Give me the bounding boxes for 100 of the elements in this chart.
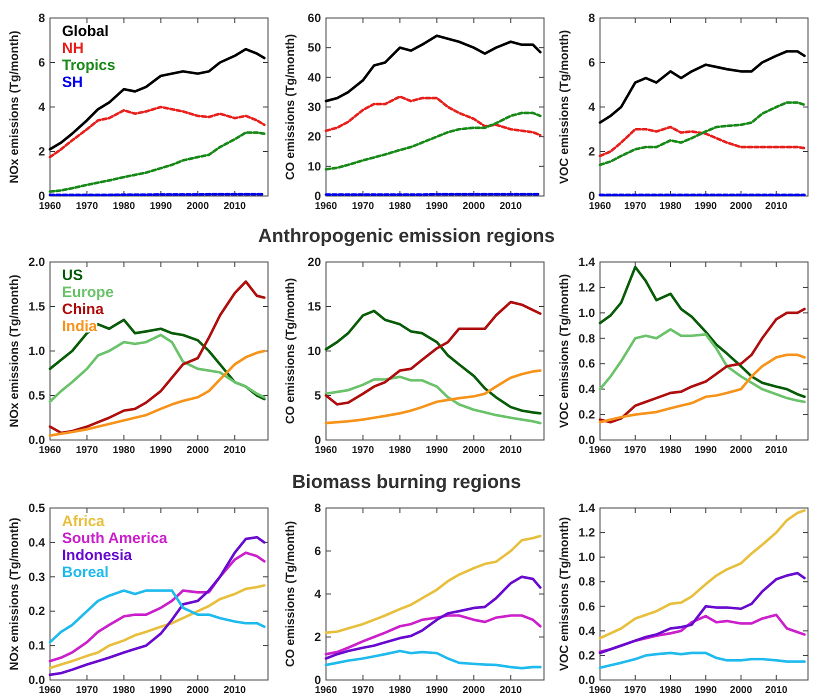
x-tick-label: 2010 bbox=[224, 201, 246, 212]
line-series bbox=[324, 112, 542, 171]
x-tick-label: 1960 bbox=[38, 445, 62, 456]
y-tick-label: 0 bbox=[314, 433, 322, 447]
x-tick-label: 2010 bbox=[500, 685, 522, 696]
y-tick-label: 20 bbox=[308, 130, 322, 144]
x-tick-label: 2010 bbox=[224, 685, 246, 696]
x-tick-label: 2000 bbox=[730, 685, 753, 696]
x-tick-label: 1990 bbox=[694, 445, 718, 456]
y-tick-label: 10 bbox=[308, 159, 322, 174]
text: Tropics bbox=[62, 57, 116, 74]
line-series bbox=[48, 106, 266, 158]
line-series bbox=[598, 572, 806, 654]
line-series bbox=[48, 350, 266, 437]
line-series bbox=[324, 650, 542, 670]
series-label: Boreal bbox=[62, 564, 109, 581]
y-tick-label: 0.4 bbox=[578, 624, 596, 638]
x-tick-label: 1980 bbox=[659, 445, 682, 456]
y-tick-label: 0 bbox=[314, 189, 322, 203]
text: US bbox=[62, 267, 83, 284]
x-tick-label: 1960 bbox=[588, 685, 612, 696]
text: SH bbox=[62, 74, 83, 91]
line-series bbox=[598, 652, 806, 670]
text: Europe bbox=[62, 284, 114, 301]
y-tick-label: 8 bbox=[38, 11, 46, 25]
x-tick-label: 1970 bbox=[624, 445, 647, 456]
x-tick-label: 2000 bbox=[462, 201, 486, 212]
line-series bbox=[48, 584, 266, 670]
x-tick-label: 2010 bbox=[765, 685, 788, 696]
x-tick-label: 1990 bbox=[150, 445, 172, 456]
y-axis-title: VOC emissions (Tg/month) bbox=[557, 274, 571, 428]
y-tick-label: 4 bbox=[314, 587, 322, 601]
line-series bbox=[598, 126, 806, 158]
y-tick-label: 4 bbox=[588, 100, 596, 114]
x-tick-label: 1980 bbox=[112, 201, 136, 212]
x-tick-label: 2010 bbox=[500, 201, 522, 212]
y-tick-label: 1.4 bbox=[578, 501, 596, 515]
y-tick-label: 2 bbox=[588, 144, 596, 158]
y-tick-label: 0.0 bbox=[578, 673, 596, 687]
x-tick-label: 2000 bbox=[186, 685, 210, 696]
y-tick-label: 0.0 bbox=[28, 673, 46, 687]
text: Indonesia bbox=[62, 547, 133, 564]
line-series bbox=[48, 589, 266, 644]
x-tick-label: 2000 bbox=[462, 445, 486, 456]
x-tick-label: 1980 bbox=[388, 201, 412, 212]
y-tick-label: 0.6 bbox=[578, 599, 596, 614]
line-series bbox=[598, 50, 806, 124]
y-tick-label: 30 bbox=[308, 100, 322, 114]
x-tick-label: 1960 bbox=[38, 685, 62, 696]
text: South America bbox=[62, 530, 168, 547]
y-axis-title: VOC emissions (Tg/month) bbox=[557, 30, 571, 184]
y-tick-label: 50 bbox=[308, 40, 322, 55]
line-series bbox=[48, 280, 266, 434]
y-tick-label: 0.5 bbox=[28, 501, 46, 515]
y-tick-label: 1.5 bbox=[28, 300, 46, 314]
y-tick-label: 0.2 bbox=[578, 408, 596, 422]
y-axis-title: CO emissions (Tg/month) bbox=[283, 520, 297, 668]
line-series bbox=[324, 576, 542, 660]
y-tick-label: 0.6 bbox=[578, 356, 596, 371]
x-tick-label: 1980 bbox=[659, 685, 682, 696]
y-tick-label: 8 bbox=[588, 11, 596, 25]
x-tick-label: 2000 bbox=[730, 201, 753, 212]
line-series bbox=[324, 95, 542, 136]
y-axis-title: VOC emissions (Tg/month) bbox=[557, 516, 571, 672]
y-tick-label: 1.0 bbox=[28, 344, 46, 358]
x-tick-label: 1980 bbox=[388, 685, 412, 696]
y-tick-label: 2 bbox=[314, 630, 322, 644]
line-series bbox=[324, 534, 542, 634]
x-tick-label: 2010 bbox=[224, 445, 246, 456]
y-tick-label: 0.3 bbox=[28, 570, 46, 584]
y-tick-label: 15 bbox=[308, 300, 322, 314]
y-tick-label: 60 bbox=[308, 11, 322, 25]
line-series bbox=[48, 334, 266, 404]
x-tick-label: 1970 bbox=[624, 201, 647, 212]
x-tick-label: 1970 bbox=[352, 685, 375, 696]
x-tick-label: 2010 bbox=[500, 445, 522, 456]
y-tick-label: 6 bbox=[38, 56, 46, 70]
x-tick-label: 1990 bbox=[150, 685, 172, 696]
line-series bbox=[598, 101, 806, 166]
x-tick-label: 2000 bbox=[186, 445, 210, 456]
y-tick-label: 0.0 bbox=[28, 433, 46, 447]
x-tick-label: 1990 bbox=[694, 685, 718, 696]
x-tick-label: 1970 bbox=[352, 201, 375, 212]
x-tick-label: 1970 bbox=[76, 685, 99, 696]
x-tick-label: 1980 bbox=[112, 685, 136, 696]
chart-title: Anthropogenic emission regions bbox=[258, 226, 555, 247]
y-tick-label: 1.0 bbox=[578, 306, 596, 320]
y-axis-title: NOx emissions (Tg/month) bbox=[7, 518, 21, 670]
x-tick-label: 1980 bbox=[112, 445, 136, 456]
x-tick-label: 1960 bbox=[314, 685, 338, 696]
x-tick-label: 2000 bbox=[462, 685, 486, 696]
y-tick-label: 1.4 bbox=[578, 255, 596, 269]
x-tick-label: 1990 bbox=[426, 201, 448, 212]
y-axis-title: NOx emissions (Tg/month) bbox=[7, 274, 21, 428]
line-series bbox=[598, 509, 806, 640]
x-tick-label: 2010 bbox=[765, 201, 788, 212]
x-tick-label: 2000 bbox=[186, 201, 210, 212]
line-series bbox=[324, 614, 542, 656]
y-tick-label: 2.0 bbox=[28, 255, 46, 269]
x-tick-label: 1990 bbox=[426, 445, 448, 456]
